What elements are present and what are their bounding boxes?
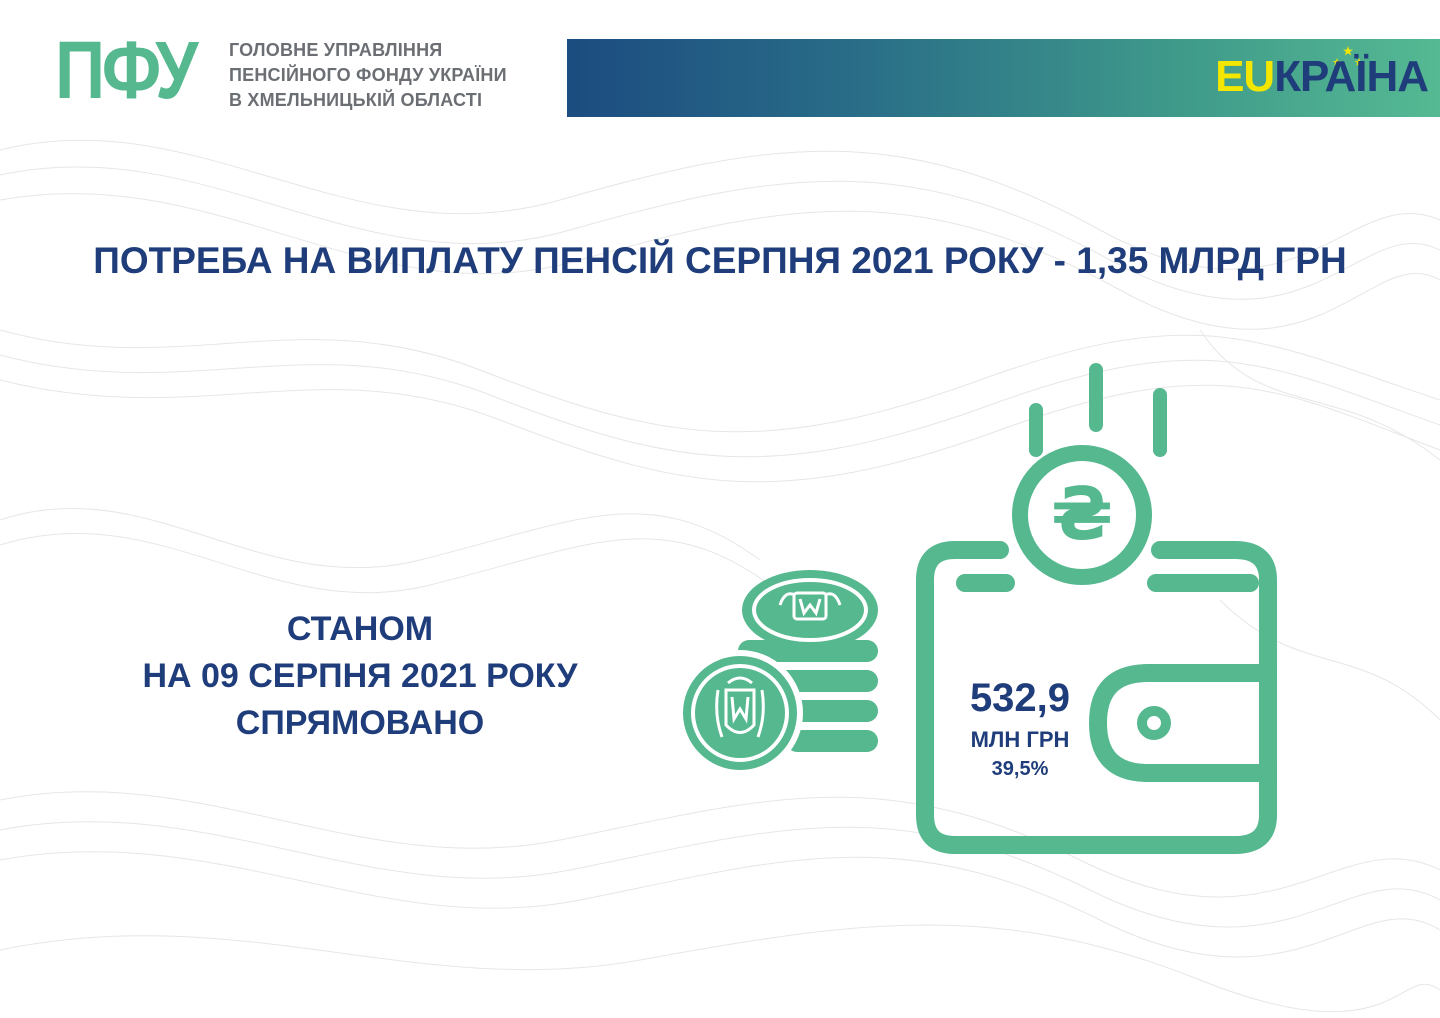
eukraina-logo-eu: EU bbox=[1215, 52, 1275, 101]
pfu-logo: ПФУ bbox=[55, 30, 198, 112]
status-text: СТАНОМ НА 09 СЕРПНЯ 2021 РОКУ СПРЯМОВАНО bbox=[120, 606, 600, 747]
org-name-line-2: ПЕНСІЙНОГО ФОНДУ УКРАЇНИ bbox=[229, 65, 507, 85]
status-line-2: НА 09 СЕРПНЯ 2021 РОКУ bbox=[142, 657, 578, 695]
wallet-amount: 532,9 bbox=[969, 676, 1071, 720]
eukraina-logo-rest: КРАЇНА bbox=[1274, 52, 1429, 101]
falling-lines-icon bbox=[1029, 363, 1167, 457]
eu-stars-icon bbox=[1332, 46, 1364, 66]
wallet-value: 532,9 МЛН ГРН 39,5% bbox=[940, 675, 1100, 783]
wallet-icon bbox=[916, 541, 1277, 854]
wallet-unit: МЛН ГРН bbox=[970, 727, 1070, 752]
hryvnia-coin-icon bbox=[1012, 445, 1152, 585]
coin-stack-icon bbox=[677, 570, 878, 776]
organization-name: ГОЛОВНЕ УПРАВЛІННЯ ПЕНСІЙНОГО ФОНДУ УКРА… bbox=[229, 38, 507, 113]
org-name-line-3: В ХМЕЛЬНИЦЬКІЙ ОБЛАСТІ bbox=[229, 90, 483, 110]
header-banner: EUКРАЇНА bbox=[567, 39, 1440, 117]
org-name-line-1: ГОЛОВНЕ УПРАВЛІННЯ bbox=[229, 40, 443, 60]
wallet-percent: 39,5% bbox=[991, 758, 1049, 780]
wallet-illustration: ₴ bbox=[677, 363, 1277, 854]
status-line-1: СТАНОМ bbox=[286, 610, 434, 648]
pfu-logo-text: ПФУ bbox=[55, 25, 198, 116]
status-line-3: СПРЯМОВАНО bbox=[235, 704, 485, 742]
headline: ПОТРЕБА НА ВИПЛАТУ ПЕНСІЙ СЕРПНЯ 2021 РО… bbox=[93, 240, 1347, 281]
eukraina-logo: EUКРАЇНА bbox=[1215, 52, 1429, 101]
coin-symbol: ₴ bbox=[1051, 472, 1113, 556]
